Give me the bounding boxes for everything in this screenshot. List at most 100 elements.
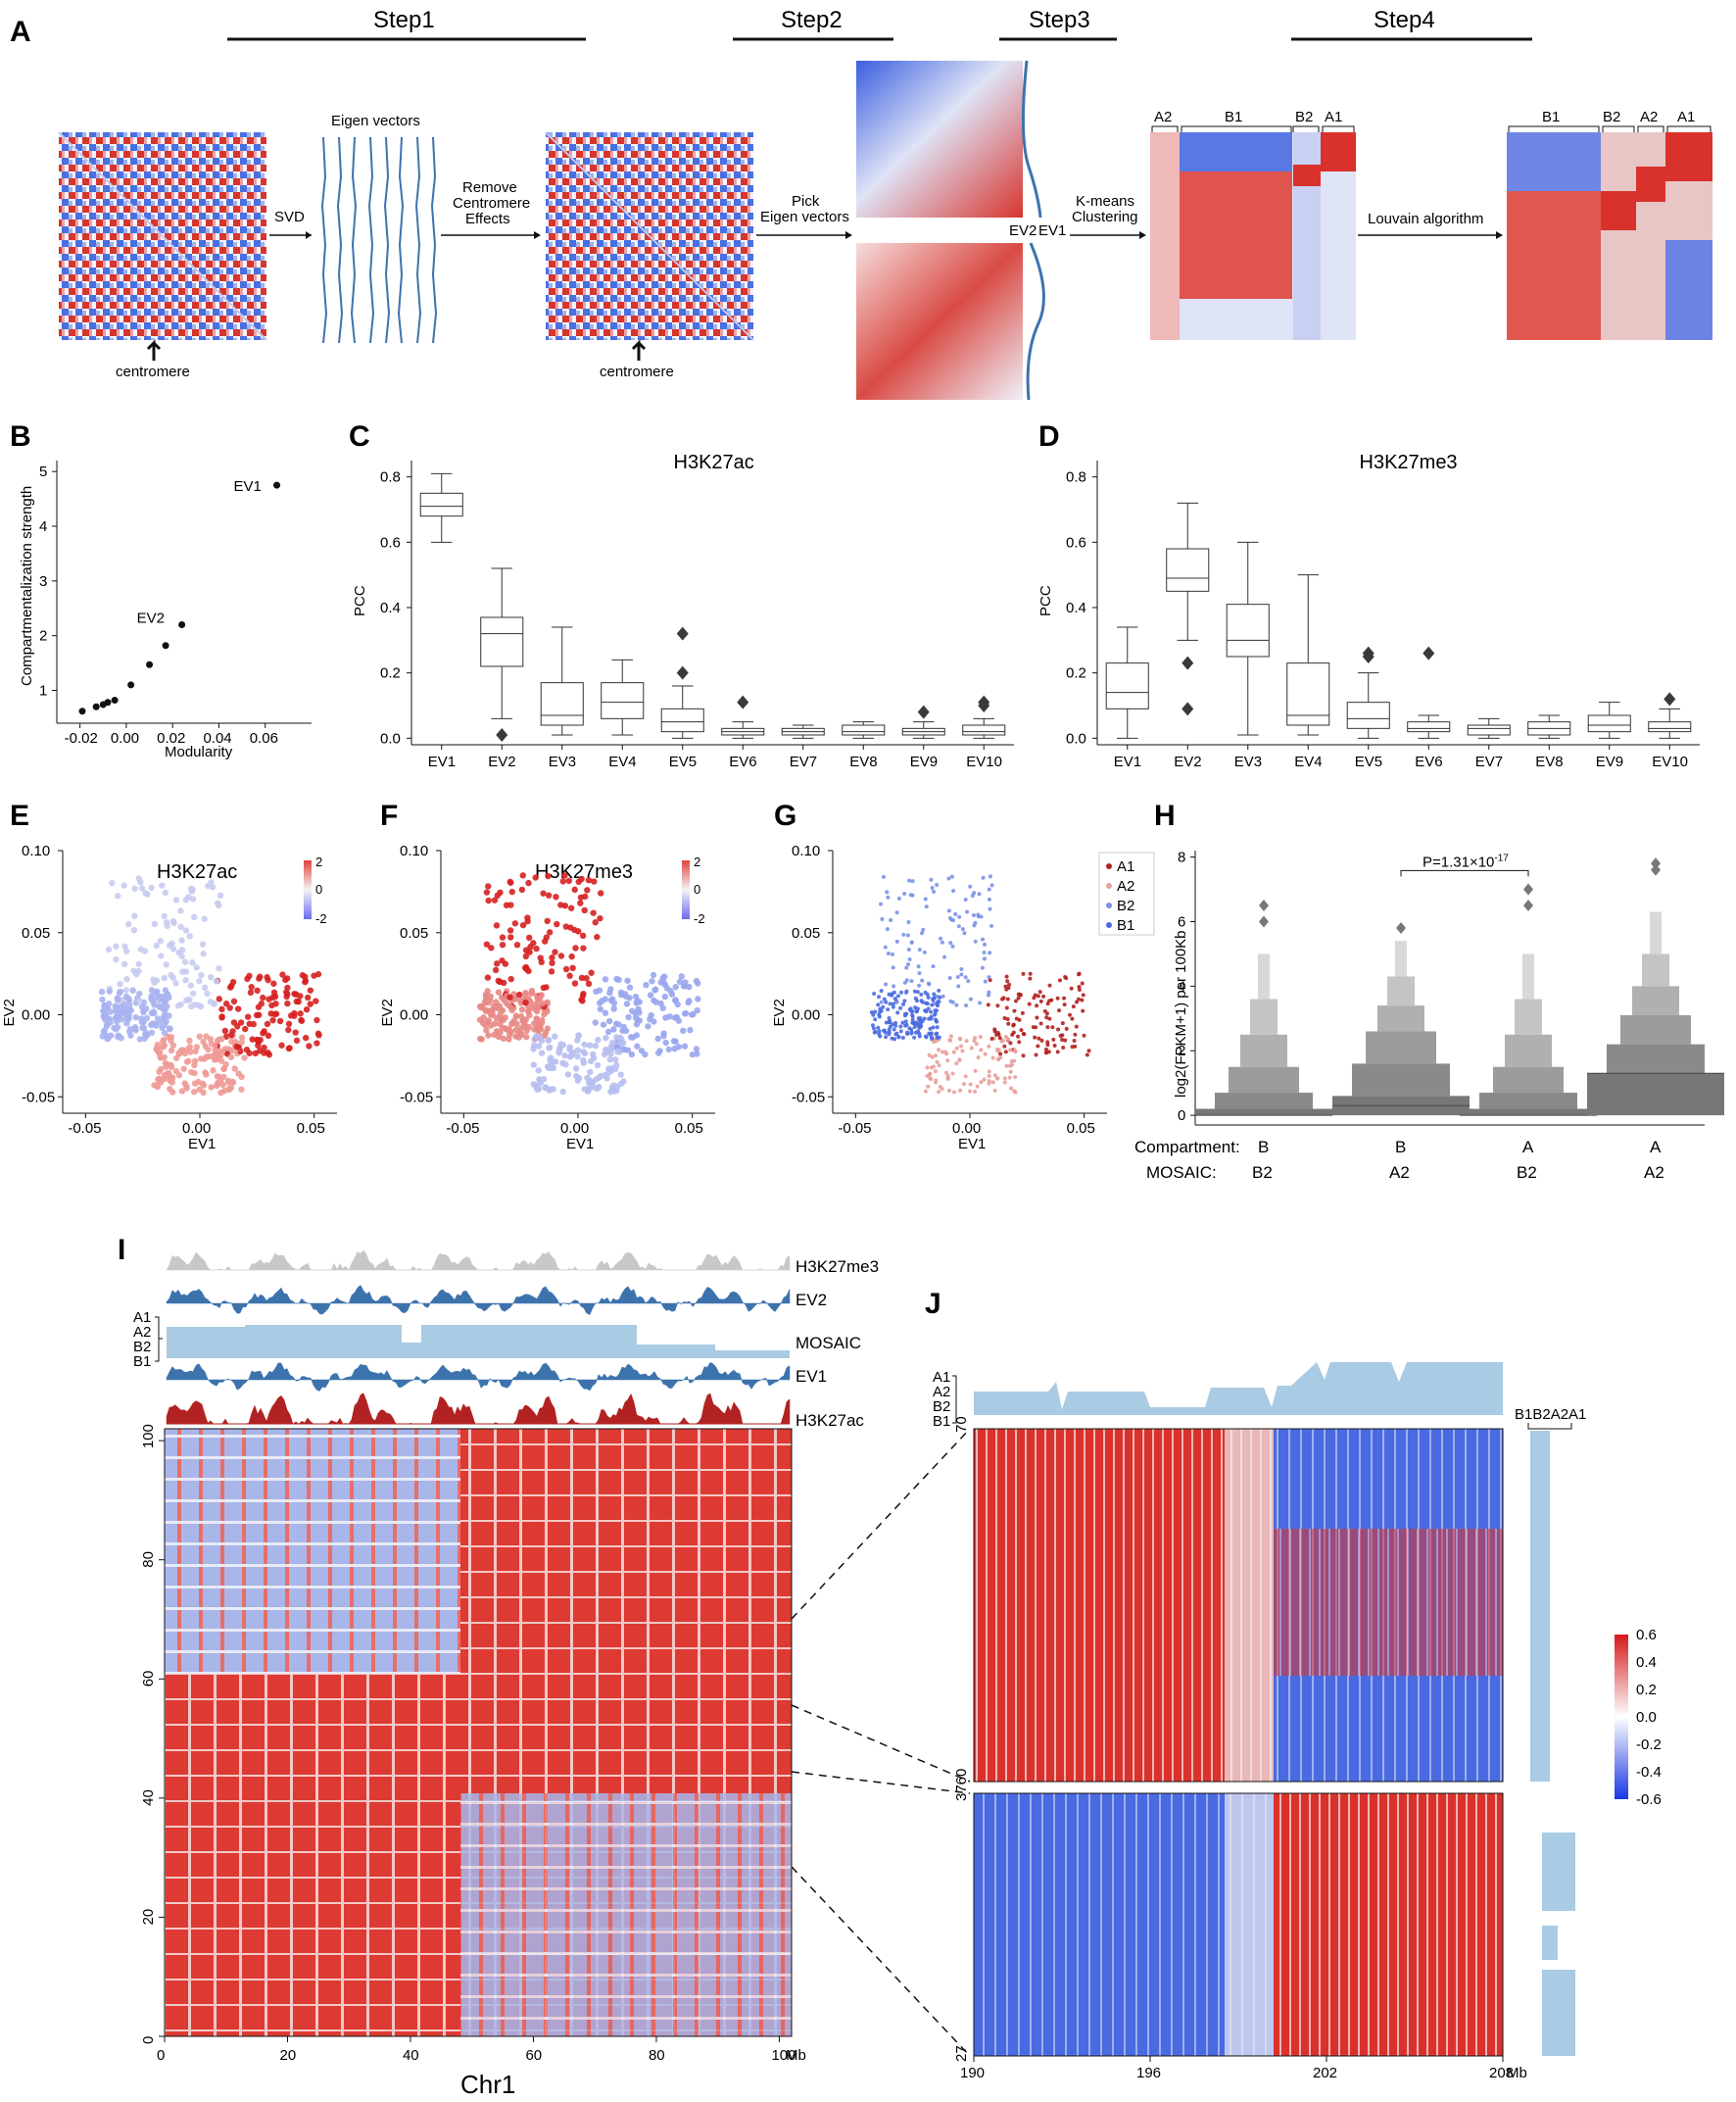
- y-tick-label: -0.05: [792, 1089, 825, 1105]
- scatter-point: [154, 1082, 162, 1089]
- scatter-point: [203, 1071, 210, 1078]
- scatter-point: [924, 1035, 929, 1040]
- scatter-point: [891, 965, 895, 970]
- scatter-point: [144, 891, 151, 898]
- scatter-point: [272, 1010, 280, 1017]
- scatter-point: [536, 1020, 543, 1027]
- scatter-point: [694, 1006, 700, 1014]
- ev2-label: EV2: [1009, 222, 1037, 239]
- x-tick-label: 40: [403, 2047, 419, 2064]
- scatter-point: [995, 1031, 1000, 1036]
- arrow-pick: Pick Eigen vectors: [760, 193, 849, 225]
- scatter-point: [279, 971, 286, 978]
- x-tick-label: 100: [771, 2047, 796, 2064]
- scatter-point: [169, 974, 177, 982]
- scatter-point: [951, 1090, 956, 1095]
- svg-text:A1: A1: [1677, 109, 1695, 125]
- scatter-point: [933, 1011, 938, 1016]
- scatter-point: [546, 1044, 554, 1051]
- scatter-point: [481, 1021, 489, 1029]
- scatter-point: [135, 875, 142, 882]
- x-tick-label: EV8: [1535, 754, 1563, 770]
- chart-g: -0.05 0.00 0.05 -0.05 0.00 0.05 0.10 EV1 EV2 A1 A2…: [771, 843, 1155, 1152]
- scatter-point: [594, 933, 601, 941]
- scatter-point: [889, 917, 893, 922]
- scatter-point: [649, 978, 655, 985]
- panel-j-side-mosaic: [1530, 1431, 1575, 2056]
- scatter-point: [1021, 1053, 1026, 1058]
- flier-diamond: [1362, 646, 1374, 660]
- scatter-point: [1043, 1047, 1048, 1051]
- scatter-point: [996, 1056, 1001, 1061]
- scatter-point: [193, 964, 200, 971]
- scatter-point: [603, 1034, 609, 1042]
- scatter-point: [545, 1037, 552, 1044]
- scatter-point: [255, 1003, 263, 1010]
- scatter-point: [539, 1000, 547, 1007]
- y-tick-label: 0.4: [1066, 600, 1086, 616]
- scatter-point: [553, 894, 559, 901]
- scatter-point: [117, 980, 123, 988]
- y-tick-label: 0.6: [1066, 534, 1086, 551]
- scatter-point: [482, 991, 490, 999]
- scatter-point: [988, 874, 992, 879]
- scatter-point: [488, 945, 495, 952]
- scatter-point: [1085, 1052, 1089, 1057]
- x-tick-label: 0.00: [560, 1120, 589, 1137]
- scatter-point: [222, 1033, 230, 1040]
- scatter-point: [299, 972, 307, 979]
- box: [1467, 724, 1511, 736]
- y-tick-label: 2: [1178, 1043, 1185, 1059]
- scatter-point: [283, 993, 290, 1001]
- h3k27ac-track-label: H3K27ac: [796, 1411, 864, 1430]
- scatter-point: [884, 982, 889, 987]
- scatter-point: [522, 953, 530, 960]
- scatter-point: [992, 1027, 997, 1032]
- scatter-point: [506, 994, 513, 1001]
- scatter-point: [177, 1048, 184, 1054]
- scatter-point: [890, 1036, 894, 1041]
- scatter-point: [141, 948, 149, 954]
- scatter-point: [1074, 1024, 1079, 1029]
- scatter-point: [1038, 1021, 1043, 1026]
- boxen-segment: [1460, 1108, 1597, 1116]
- scatter-point: [169, 1089, 176, 1096]
- flier-diamond: [1181, 656, 1194, 670]
- scatter-point: [163, 1018, 169, 1025]
- y-tick-label: 0.4: [380, 600, 401, 616]
- arrow-icon: [306, 231, 312, 239]
- scatter-point: [613, 975, 620, 983]
- scatter-point: [888, 1002, 892, 1006]
- scatter-point: [249, 1036, 256, 1043]
- scatter-point: [1006, 986, 1011, 991]
- scatter-point: [940, 994, 945, 999]
- scatter-point: [559, 1059, 566, 1067]
- scatter-point: [187, 982, 195, 989]
- scatter-point: [1058, 1034, 1063, 1039]
- svg-text:B2: B2: [1603, 109, 1620, 125]
- scatter-point: [218, 1014, 225, 1021]
- scatter-point: [525, 879, 532, 887]
- scatter-point: [956, 924, 961, 929]
- scatter-point: [962, 931, 967, 936]
- scatter-point: [100, 1008, 108, 1015]
- chart-b: -0.02 0.00 0.02 0.04 0.06 1 2 3 4 5 Modularity Comp…: [19, 461, 312, 760]
- scatter-point: [945, 1073, 950, 1078]
- scatter-point: [511, 920, 519, 927]
- scatter-point: [222, 1001, 230, 1007]
- scatter-point: [893, 1032, 898, 1037]
- scatter-point: [892, 984, 896, 989]
- scatter-point: [614, 1083, 621, 1090]
- scatter-point: [139, 1024, 146, 1032]
- scatter-point: [207, 974, 215, 981]
- scatter-point: [912, 989, 917, 994]
- scatter-point: [900, 1020, 905, 1025]
- scatter-point: [608, 1046, 615, 1052]
- scatter-point: [121, 1008, 129, 1016]
- scatter-point: [261, 1044, 267, 1051]
- scatter-point: [1012, 1089, 1017, 1094]
- svg-text:0.4: 0.4: [1636, 1654, 1657, 1671]
- y-tick-label: 0.10: [22, 843, 50, 859]
- scatter-point: [522, 989, 529, 997]
